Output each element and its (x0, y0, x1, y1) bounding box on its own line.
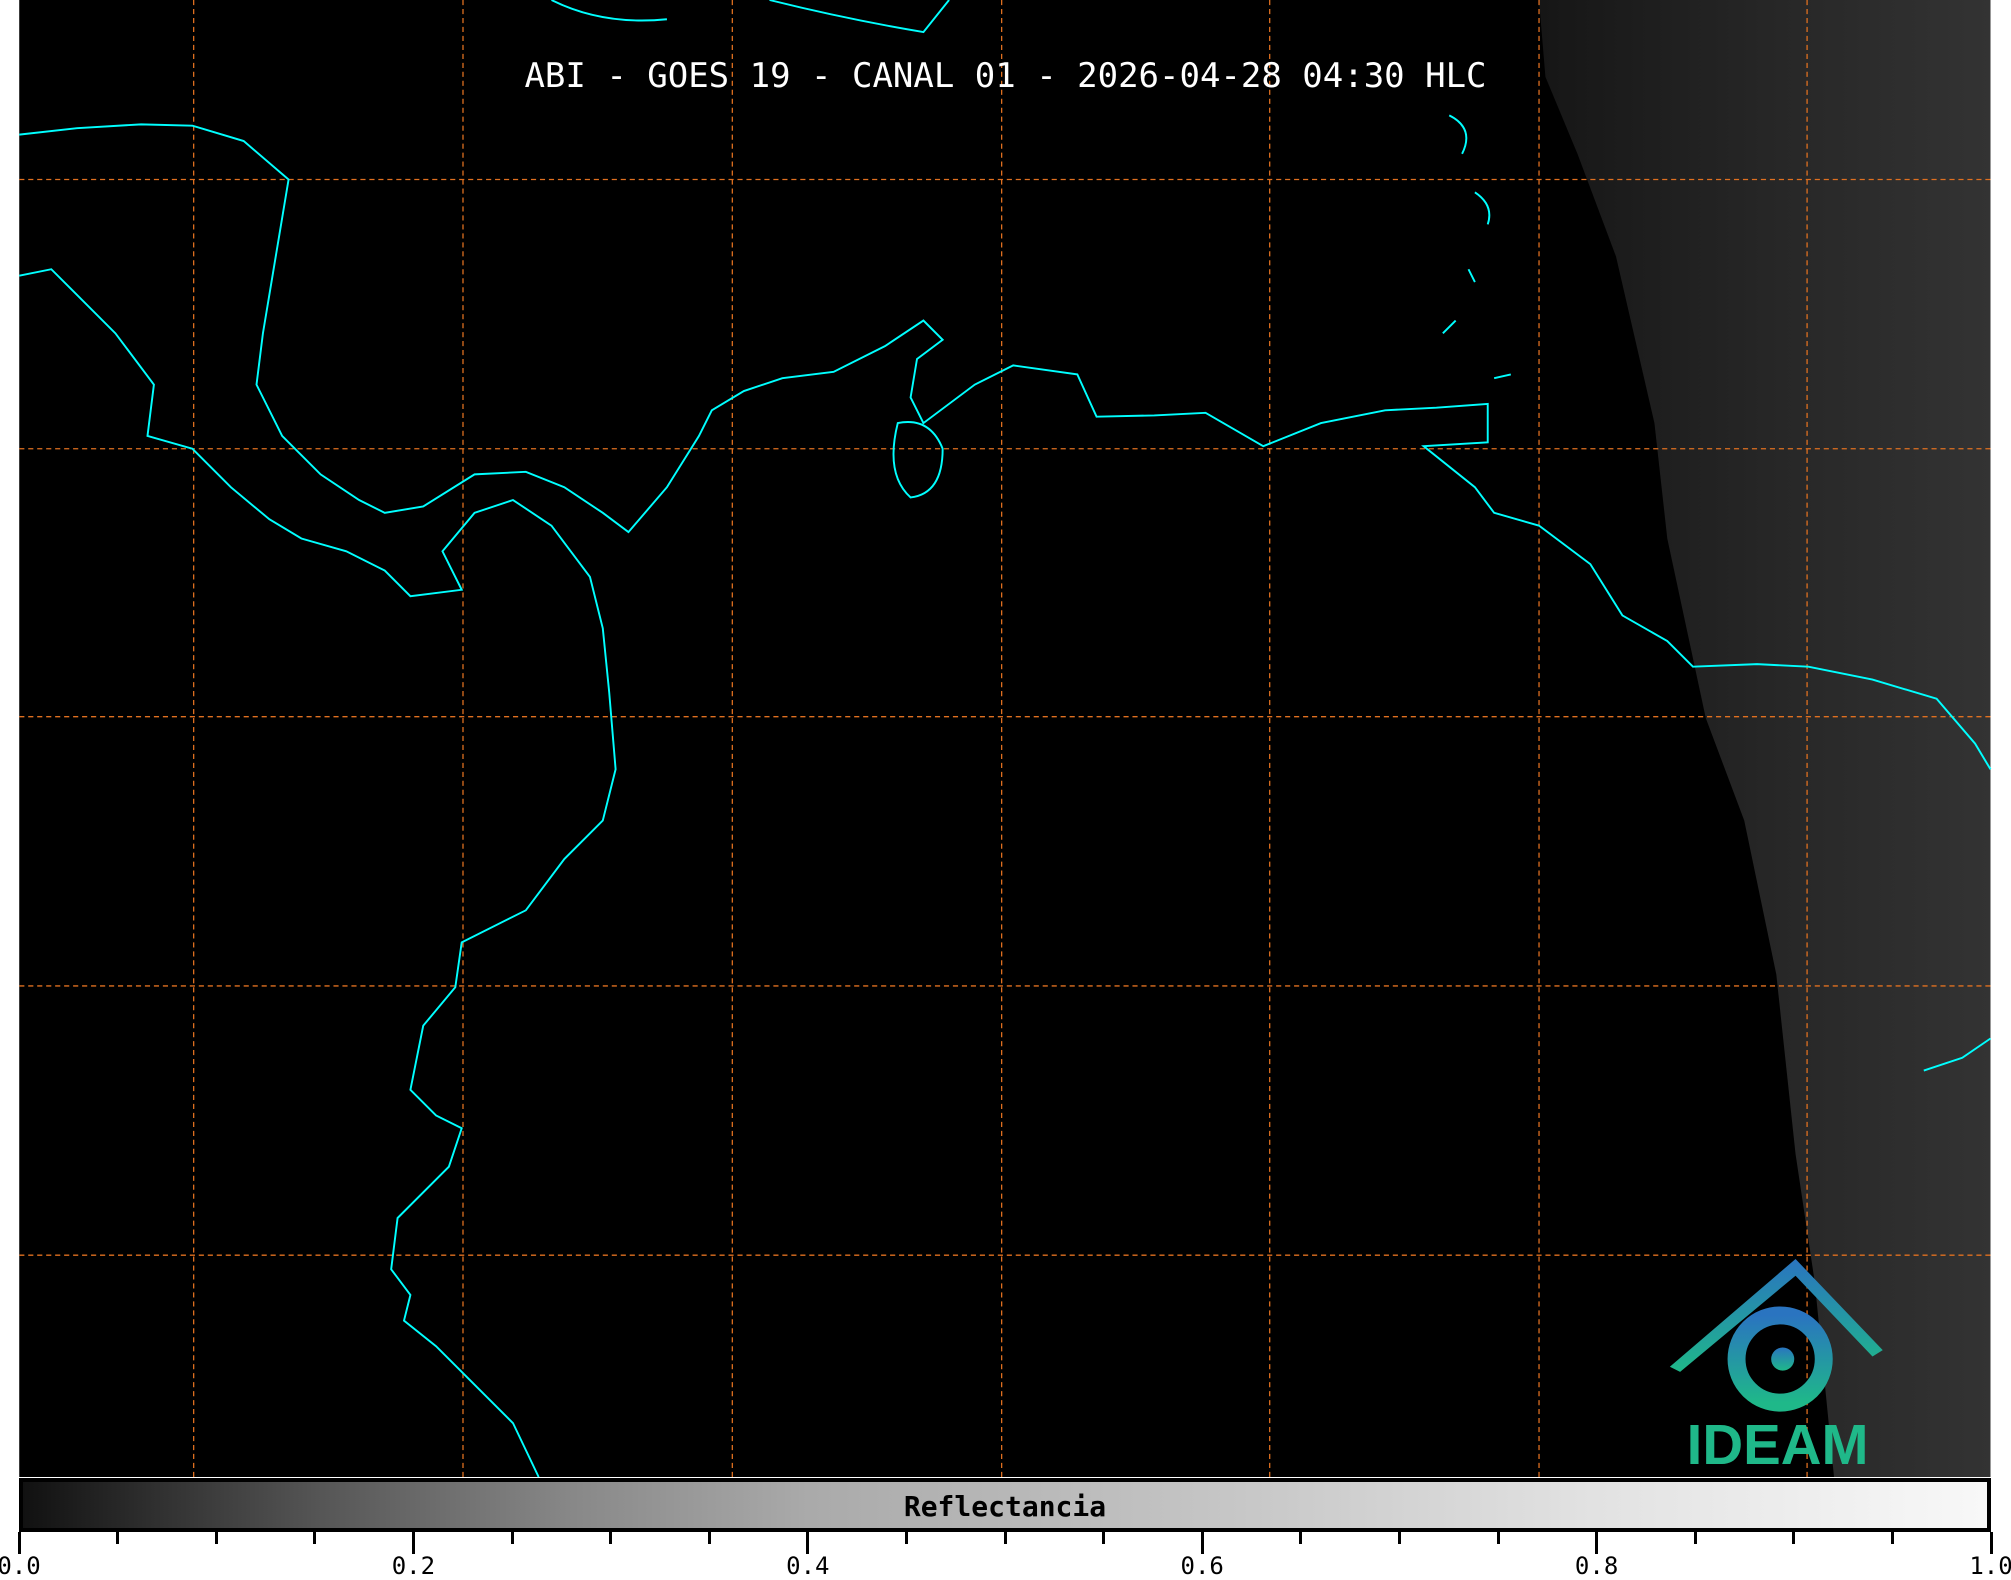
colorbar-tick (1989, 1532, 1993, 1554)
colorbar-tick (214, 1532, 218, 1544)
colorbar-tick (1299, 1532, 1303, 1544)
colorbar-tick (806, 1532, 810, 1554)
cloud-field (1539, 0, 1991, 1477)
map-title: ABI - GOES 19 - CANAL 01 - 2026-04-28 04… (524, 56, 1487, 96)
colorbar-label: Reflectancia (903, 1490, 1107, 1523)
colorbar-tick (1595, 1532, 1599, 1554)
colorbar-tick-label: 0.4 (786, 1552, 830, 1580)
gridlines (19, 0, 1991, 1477)
colorbar-tick-label: 0.8 (1574, 1552, 1619, 1580)
colorbar-ticks: 0.0 0.2 0.4 0.6 0.8 1.0 (0, 1532, 2011, 1580)
colorbar-tick (1397, 1532, 1401, 1544)
colorbar-tick (1496, 1532, 1500, 1544)
colorbar-tick (116, 1532, 120, 1544)
colorbar-tick-label: 0.6 (1180, 1552, 1224, 1580)
colorbar-tick (707, 1532, 711, 1544)
colorbar-tick (510, 1532, 514, 1544)
colorbar: Reflectancia (19, 1478, 1991, 1532)
colorbar-tick-label: 1.0 (1969, 1552, 2011, 1580)
colorbar-tick (313, 1532, 317, 1544)
colorbar-tick (411, 1532, 415, 1554)
colorbar-tick (904, 1532, 908, 1544)
logo-text: IDEAM (1687, 1413, 1869, 1476)
colorbar-tick (1792, 1532, 1796, 1544)
colorbar-tick (17, 1532, 21, 1554)
colorbar-tick (1102, 1532, 1106, 1544)
colorbar-tick (1693, 1532, 1697, 1544)
colorbar-tick (1200, 1532, 1204, 1554)
colorbar-tick-label: 0.0 (0, 1552, 41, 1580)
colorbar-tick-label: 0.2 (391, 1552, 436, 1580)
colorbar-tick (609, 1532, 613, 1544)
colorbar-tick (1890, 1532, 1894, 1544)
ideam-logo: IDEAM (1669, 1259, 1883, 1476)
colorbar-tick (1003, 1532, 1007, 1544)
coastlines (19, 0, 1992, 1478)
